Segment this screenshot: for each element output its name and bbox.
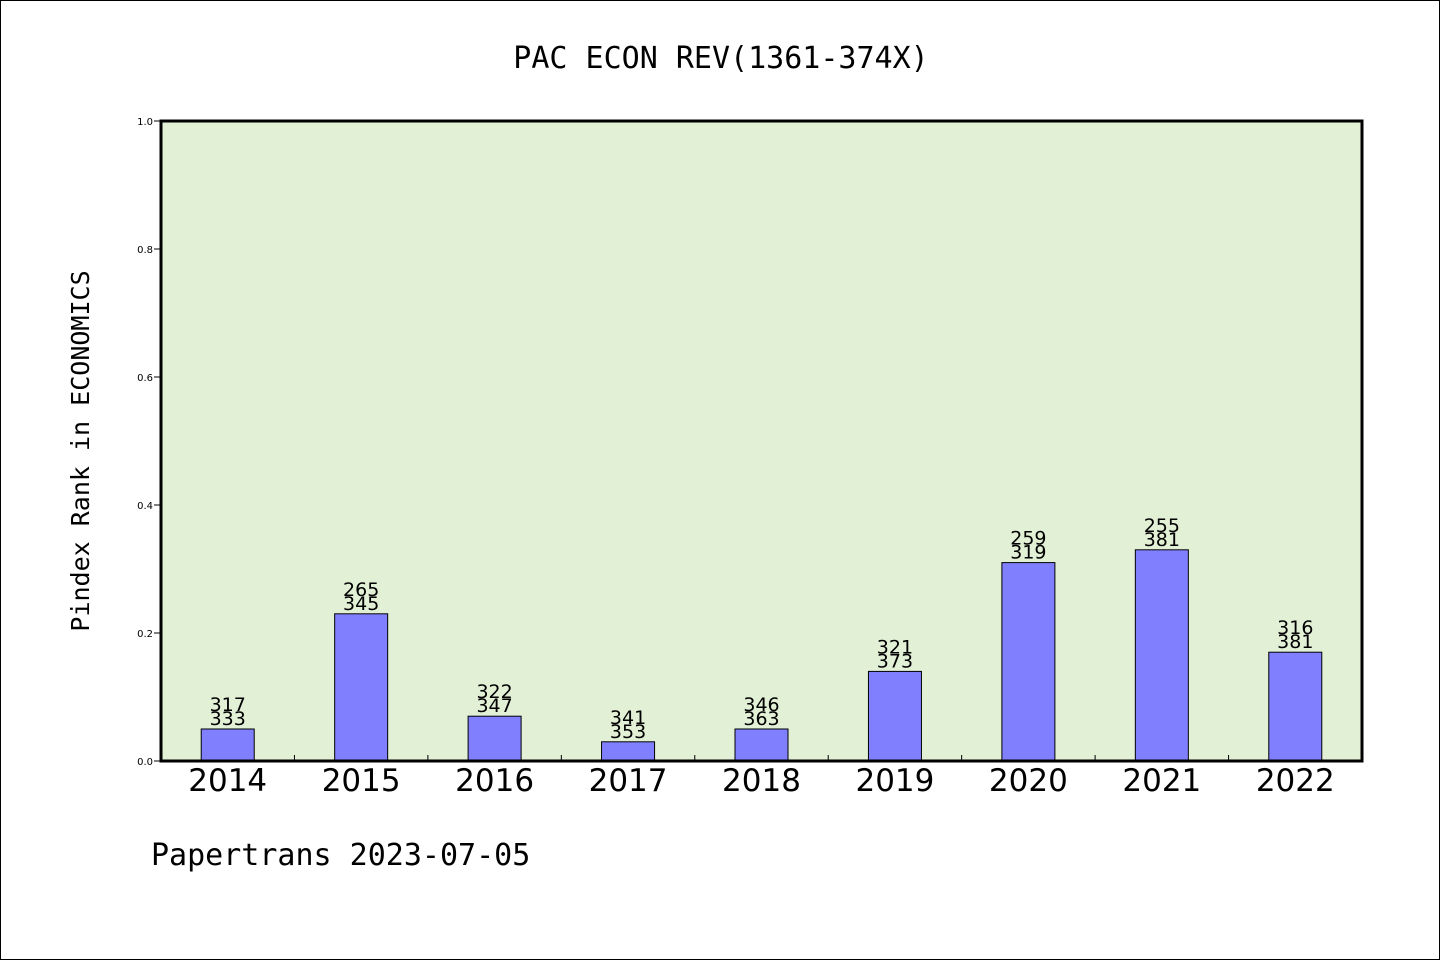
y-axis-label: Pindex Rank in ECONOMICS [66, 270, 95, 631]
y-tick-label: 0.0 [137, 757, 153, 768]
bar-label-bottom: 353 [610, 721, 646, 743]
bar-label-bottom: 345 [343, 593, 379, 615]
bar-label-bottom: 381 [1277, 631, 1313, 653]
bar-label-top: 322 [476, 681, 512, 703]
x-tick-label: 2020 [989, 763, 1068, 799]
bar-label-top: 265 [343, 579, 379, 601]
bar-label-bottom: 381 [1144, 529, 1180, 551]
y-tick-label: 0.8 [137, 245, 153, 256]
bar-2021 [1134, 549, 1189, 762]
bar-label-bottom: 319 [1010, 542, 1046, 564]
x-tick-label: 2018 [722, 763, 801, 799]
x-tick-label: 2014 [188, 763, 267, 799]
y-axis: 0.0 0.2 0.4 0.6 0.8 1.0 [137, 117, 161, 768]
y-tick-label: 0.6 [137, 373, 153, 384]
chart-title: PAC ECON REV(1361-374X) [513, 41, 928, 76]
bars-group [200, 549, 1323, 762]
bar-label-top: 341 [610, 707, 646, 729]
bar-2017 [601, 741, 656, 762]
bar-label-top: 316 [1277, 617, 1313, 639]
bar-2019 [867, 670, 922, 762]
x-tick-label: 2017 [589, 763, 668, 799]
footer-credit: Papertrans 2023-07-05 [151, 838, 530, 873]
bar-labels-group: 3173332653453223473413533463633213732593… [210, 515, 1314, 743]
x-tick-label: 2015 [322, 763, 401, 799]
x-tick-label: 2021 [1122, 763, 1201, 799]
bar-label-top: 255 [1144, 515, 1180, 537]
y-tick-label: 0.2 [137, 629, 153, 640]
bar-label-bottom: 363 [743, 708, 779, 730]
bar-label-bottom: 347 [476, 695, 512, 717]
x-tick-label: 2016 [455, 763, 534, 799]
bar-label-top: 317 [210, 694, 246, 716]
bar-label-bottom: 373 [877, 650, 913, 672]
y-tick-label: 1.0 [137, 117, 153, 128]
x-tick-label: 2022 [1256, 763, 1335, 799]
bar-2015 [334, 613, 389, 762]
x-axis: 2014 2015 2016 2017 2018 2019 2020 2021 2022 [188, 755, 1335, 799]
bar-2018 [734, 728, 789, 762]
x-tick-label: 2019 [855, 763, 934, 799]
bar-2016 [467, 715, 522, 762]
bar-label-bottom: 333 [210, 708, 246, 730]
plot-border [159, 119, 1364, 763]
bar-2020 [1001, 562, 1056, 762]
y-tick-label: 0.4 [137, 501, 153, 512]
bar-label-top: 259 [1010, 528, 1046, 550]
bar-2014 [200, 728, 255, 762]
bar-2022 [1268, 651, 1323, 762]
bar-label-top: 346 [743, 694, 779, 716]
bar-label-top: 321 [877, 636, 913, 658]
